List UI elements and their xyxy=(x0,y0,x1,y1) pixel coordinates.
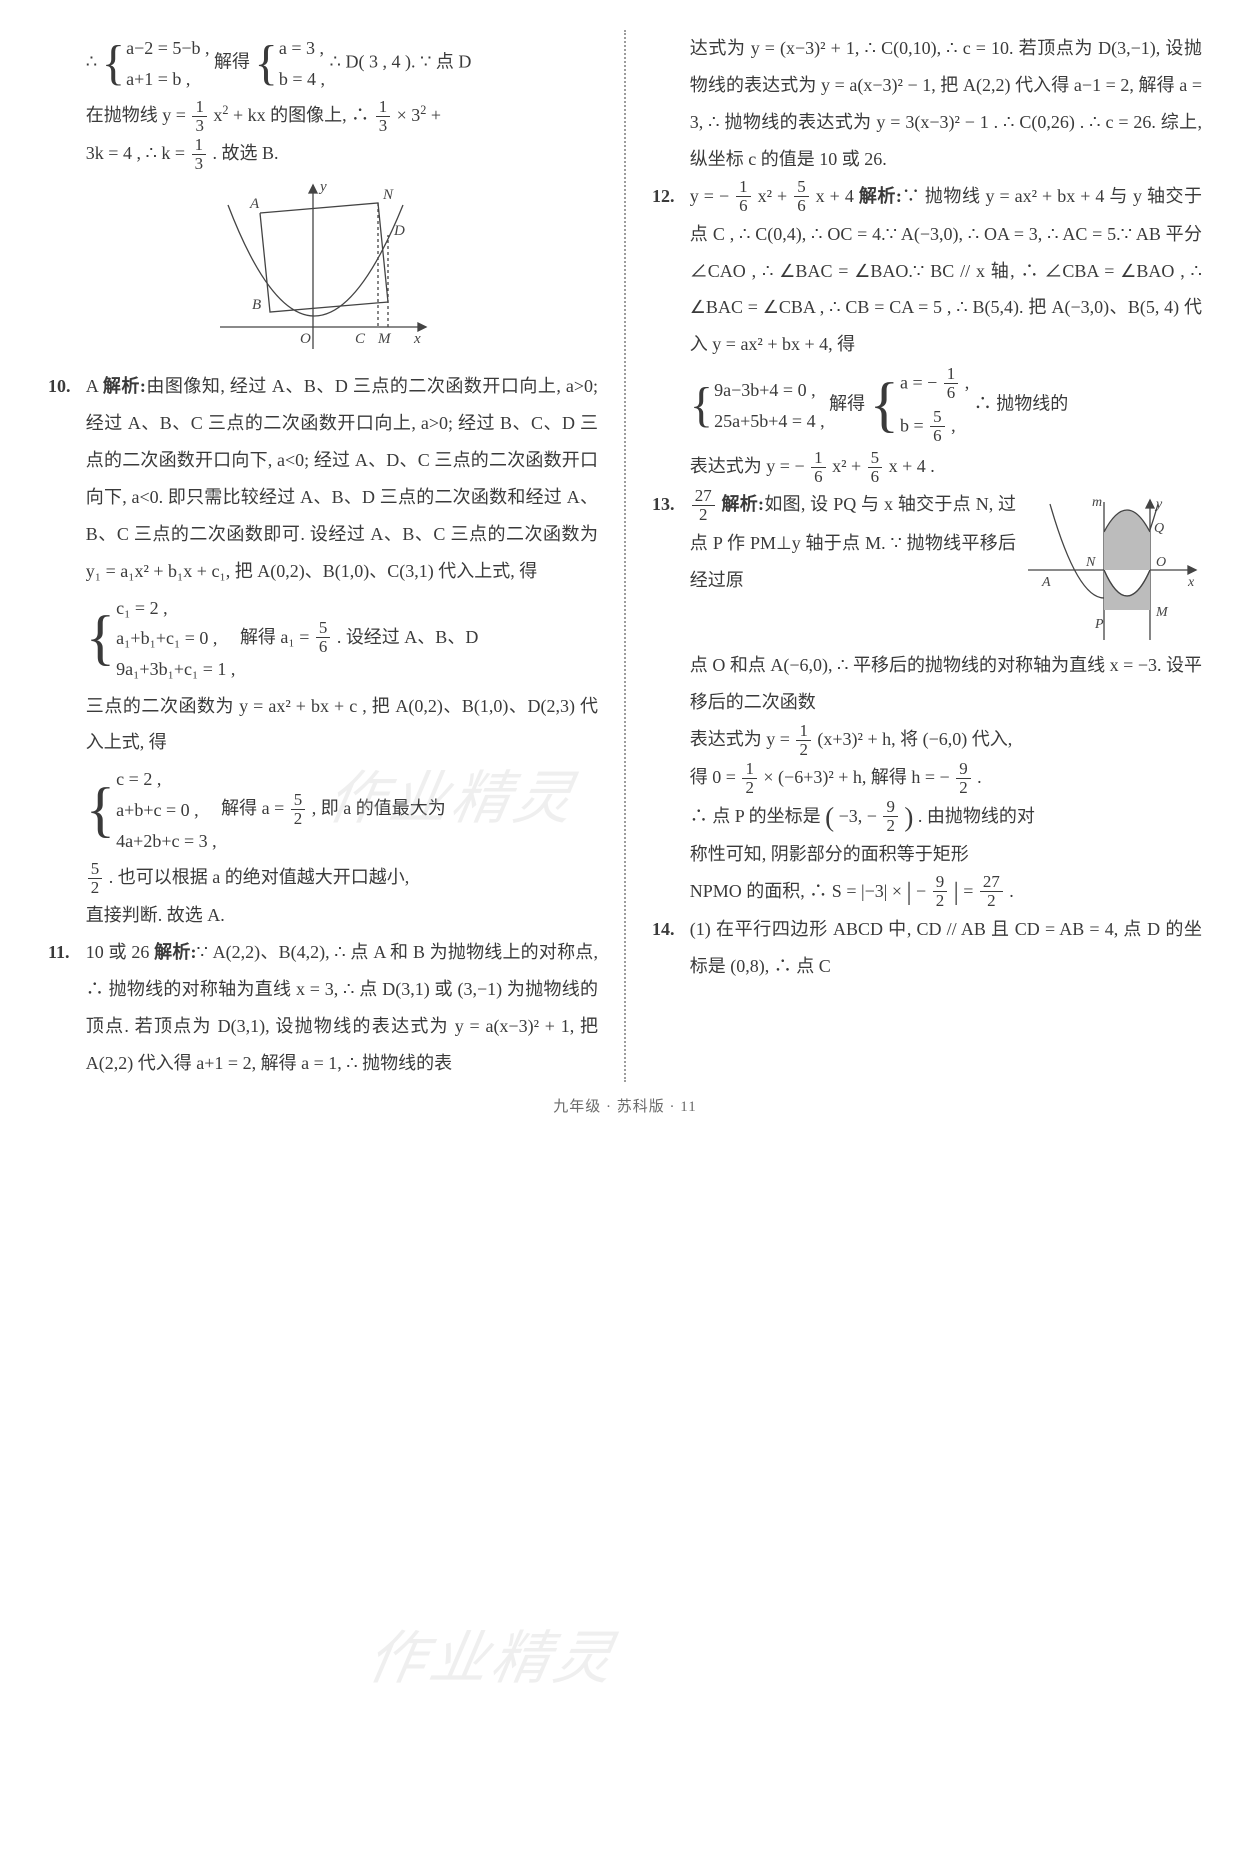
watermark: 作业精灵 xyxy=(358,1600,627,1719)
page-footer: 九年级 · 苏科版 · 11 xyxy=(48,1082,1202,1123)
svg-text:O: O xyxy=(300,331,311,347)
svg-text:M: M xyxy=(1155,605,1169,620)
svg-text:P: P xyxy=(1094,617,1104,632)
q13: 13. 272 解析:如图, 设 PQ 与 x 轴交于点 N, 过点 P 作 P… xyxy=(652,486,1202,598)
svg-text:N: N xyxy=(382,187,394,203)
q10-cases1: { c₁ = 2 , a₁+b₁+c₁ = 0 , 9a₁+3b₁+c₁ = 1… xyxy=(86,590,598,688)
q13-l2: 表达式为 y = 12 (x+3)² + h, 将 (−6,0) 代入, xyxy=(690,721,1202,759)
q13-l4: ∴ 点 P 的坐标是 ( −3, − 92 ) . 由抛物线的对 xyxy=(690,798,1202,836)
q12-final: 表达式为 y = − 16 x² + 56 x + 4 . xyxy=(690,448,1202,486)
right-column: 达式为 y = (x−3)² + 1, ∴ C(0,10), ∴ c = 10.… xyxy=(626,30,1202,1082)
q13-l3: 得 0 = 12 × (−6+3)² + h, 解得 h = − 92 . xyxy=(690,759,1202,797)
svg-text:D: D xyxy=(393,223,405,239)
q10-tail2: 直接判断. 故选 A. xyxy=(86,897,598,934)
intro-line-2: 在抛物线 y = 13 x2 + kx 的图像上, ∴ 13 × 32 + xyxy=(86,97,598,135)
svg-text:M: M xyxy=(377,331,392,347)
q14: 14. (1) 在平行四边形 ABCD 中, CD // AB 且 CD = A… xyxy=(652,911,1202,985)
parabola-figure-1: A N D B O C M x y xyxy=(208,177,438,362)
q13-block: m Q N A O x y P M 13. 272 解析:如图, 设 PQ 与 … xyxy=(652,486,1202,647)
intro-line-1: ∴ { a−2 = 5−b , a+1 = b , 解得 { a = 3 , b… xyxy=(86,30,598,97)
q10-cases2: { c = 2 , a+b+c = 0 , 4a+2b+c = 3 , 解得 a… xyxy=(86,761,598,859)
q13-l6: NPMO 的面积, ∴ S = |−3| × | − 92 | = 272 . xyxy=(690,873,1202,911)
q10: 10. A 解析:由图像知, 经过 A、B、D 三点的二次函数开口向上, a>0… xyxy=(48,368,598,589)
svg-text:C: C xyxy=(355,331,366,347)
intro-line-3: 3k = 4 , ∴ k = 13 . 故选 B. xyxy=(86,135,598,173)
page-columns: ∴ { a−2 = 5−b , a+1 = b , 解得 { a = 3 , b… xyxy=(48,30,1202,1082)
q10-cont: 三点的二次函数为 y = ax² + bx + c , 把 A(0,2)、B(1… xyxy=(86,688,598,762)
q13-l5: 称性可知, 阴影部分的面积等于矩形 xyxy=(690,836,1202,873)
q10-tail: 52 . 也可以根据 a 的绝对值越大开口越小, xyxy=(86,859,598,897)
q11: 11. 10 或 26 解析:∵ A(2,2)、B(4,2), ∴ 点 A 和 … xyxy=(48,934,598,1082)
q11-cont: 达式为 y = (x−3)² + 1, ∴ C(0,10), ∴ c = 10.… xyxy=(690,30,1202,178)
left-column: ∴ { a−2 = 5−b , a+1 = b , 解得 { a = 3 , b… xyxy=(48,30,624,1082)
svg-text:x: x xyxy=(413,331,421,347)
svg-text:A: A xyxy=(249,196,260,212)
svg-text:B: B xyxy=(252,297,261,313)
q12: 12. y = − 16 x² + 56 x + 4 解析:∵ 抛物线 y = … xyxy=(652,178,1202,364)
svg-text:y: y xyxy=(318,179,327,195)
q13-cont: 点 O 和点 A(−6,0), ∴ 平移后的抛物线的对称轴为直线 x = −3.… xyxy=(690,647,1202,721)
q12-cases: { 9a−3b+4 = 0 , 25a+5b+4 = 4 , 解得 { a = … xyxy=(690,363,1202,448)
